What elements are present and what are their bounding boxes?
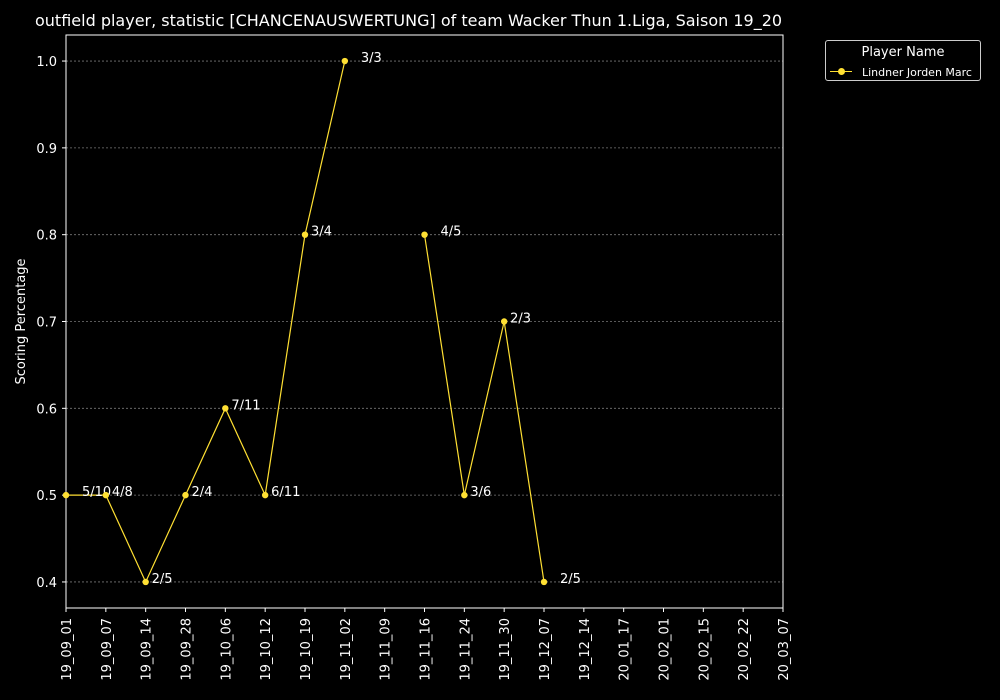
data-label: 3/6 [470, 485, 491, 500]
x-tick-label: 19_10_06 [219, 618, 234, 681]
data-label: 4/5 [441, 225, 462, 240]
data-point [421, 231, 428, 238]
x-tick-label: 19_09_28 [180, 618, 195, 681]
x-tick-label: 19_11_24 [458, 618, 473, 681]
data-label: 2/3 [510, 312, 531, 327]
data-point [62, 491, 70, 499]
x-tick-label: 19_11_30 [498, 618, 513, 681]
data-point [182, 491, 189, 499]
y-tick-label: 0.6 [36, 402, 57, 417]
x-tick-label: 20_03_07 [777, 618, 792, 681]
data-label: 6/11 [271, 485, 300, 500]
x-tick-label: 19_10_12 [259, 618, 274, 681]
y-tick-label: 0.5 [36, 489, 57, 504]
data-point [301, 231, 309, 238]
chart-title: outfield player, statistic [CHANCENAUSWE… [35, 11, 783, 30]
x-tick-label: 19_11_16 [419, 618, 434, 681]
x-tick-label: 20_02_22 [737, 618, 752, 681]
legend-title: Player Name [861, 45, 945, 60]
legend-label: Lindner Jorden Marc [862, 65, 972, 79]
data-point [142, 578, 149, 586]
legend-item: Lindner Jorden Marc [830, 65, 972, 79]
x-tick-label: 19_12_14 [578, 618, 593, 681]
y-axis-label: Scoring Percentage [14, 258, 29, 384]
legend: Player Name Lindner Jorden Marc [825, 40, 981, 81]
y-tick-label: 0.7 [36, 316, 57, 331]
data-label: 4/8 [112, 485, 133, 500]
x-tick-label: 20_02_01 [658, 618, 673, 681]
x-tick-label: 19_09_14 [140, 618, 155, 681]
series-line [423, 234, 545, 583]
data-point [461, 491, 468, 499]
series-line [66, 60, 346, 584]
x-tick-label: 19_12_07 [538, 618, 553, 681]
data-label: 3/4 [311, 225, 332, 240]
data-label: 7/11 [231, 398, 260, 413]
y-tick-label: 0.4 [36, 576, 57, 591]
data-point [540, 578, 548, 586]
data-point [222, 405, 229, 412]
x-tick-label: 19_09_01 [60, 618, 75, 681]
data-label: 2/5 [152, 572, 173, 587]
y-tick-label: 1.0 [36, 55, 57, 70]
x-tick-label: 20_02_15 [697, 618, 712, 681]
data-label: 2/4 [192, 485, 213, 500]
x-tick-label: 20_01_17 [618, 618, 633, 681]
data-point [341, 57, 349, 65]
x-tick-label: 19_09_07 [100, 618, 115, 681]
y-tick-label: 0.9 [36, 142, 57, 157]
x-tick-label: 19_11_02 [339, 618, 354, 681]
legend-swatch [830, 65, 852, 79]
x-tick-label: 19_11_09 [379, 618, 394, 681]
data-point [261, 491, 269, 499]
data-label: 3/3 [361, 51, 382, 66]
data-point [102, 491, 110, 499]
data-label: 2/5 [560, 572, 581, 587]
y-tick-label: 0.8 [36, 229, 57, 244]
data-point [500, 318, 508, 325]
x-tick-label: 19_10_19 [299, 618, 314, 681]
